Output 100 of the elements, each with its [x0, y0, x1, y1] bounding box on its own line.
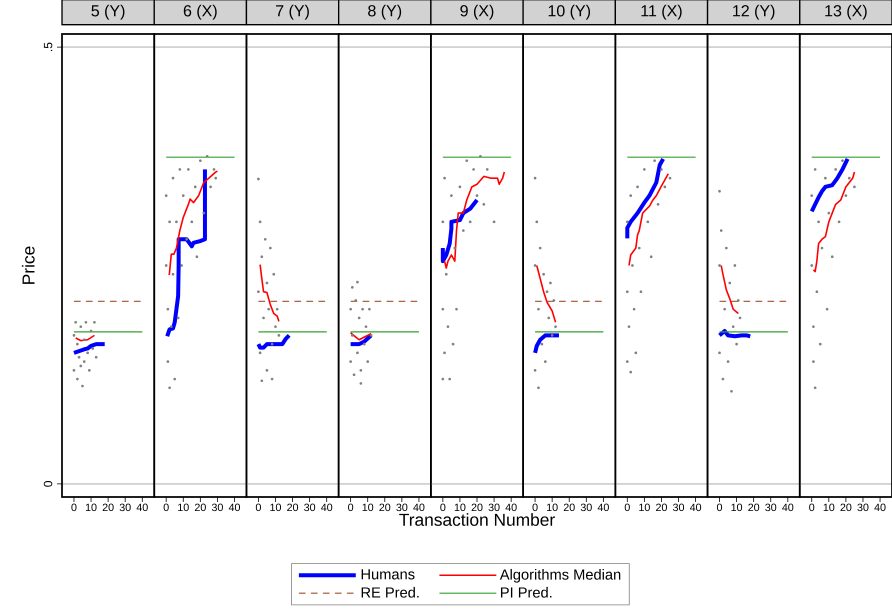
point — [549, 282, 552, 284]
point — [735, 342, 738, 346]
point — [646, 220, 650, 224]
point — [830, 255, 834, 258]
point — [209, 186, 212, 188]
x-tick-label: 0 — [71, 504, 77, 512]
point — [86, 352, 89, 354]
chart-title: 7 (Y) — [276, 4, 309, 20]
x-tick-label: 40 — [874, 504, 886, 512]
point — [212, 168, 216, 171]
point — [166, 360, 170, 363]
point — [274, 325, 277, 328]
point — [270, 342, 274, 346]
chart-title: 6 (X) — [184, 4, 217, 20]
point — [79, 364, 82, 368]
point — [492, 220, 496, 224]
point — [84, 320, 88, 324]
point — [479, 154, 482, 158]
point — [725, 246, 728, 250]
x-tick-label: 0 — [348, 504, 354, 512]
x-tick-label: 20 — [102, 504, 114, 512]
x-tick-label: 10 — [454, 504, 466, 512]
point — [206, 154, 209, 158]
point — [631, 264, 634, 267]
point — [650, 255, 653, 258]
x-tick-label: 20 — [840, 504, 852, 512]
point — [262, 316, 265, 320]
point — [278, 334, 280, 337]
chart-title: 12 (Y) — [733, 4, 774, 20]
point — [664, 186, 666, 188]
point — [448, 378, 452, 380]
point — [726, 360, 730, 363]
point — [182, 194, 185, 197]
point — [537, 386, 540, 390]
point — [194, 186, 197, 188]
point — [354, 299, 358, 302]
legend-label: Algorithms Median — [500, 568, 620, 583]
point — [626, 220, 629, 224]
point — [535, 220, 538, 224]
x-tick-label: 0 — [624, 504, 630, 512]
point — [626, 360, 629, 363]
point — [442, 308, 444, 311]
chart-title: 8 (Y) — [368, 4, 402, 20]
point — [814, 168, 816, 171]
legend-label: RE Pred. — [362, 586, 419, 598]
point — [82, 338, 86, 342]
point — [180, 264, 183, 267]
x-tick-label: 40 — [782, 504, 794, 512]
x-tick-label: 10 — [270, 504, 281, 512]
point — [468, 220, 472, 224]
point — [370, 334, 372, 337]
x-tick-label: 10 — [824, 504, 834, 512]
point — [266, 368, 268, 372]
point — [554, 325, 557, 328]
point — [550, 334, 554, 337]
point — [544, 360, 547, 363]
point — [848, 176, 851, 180]
point — [214, 176, 218, 180]
point — [187, 168, 190, 171]
x-tick-label: 30 — [304, 504, 316, 512]
point — [352, 373, 356, 376]
point — [732, 325, 735, 328]
point — [202, 212, 206, 214]
point — [820, 246, 824, 250]
point — [534, 176, 536, 180]
point — [443, 176, 446, 180]
point — [718, 352, 721, 354]
x-tick-label: 30 — [488, 504, 500, 512]
point — [196, 255, 198, 258]
point — [168, 386, 171, 390]
x-tick-label: 30 — [580, 504, 592, 512]
point — [76, 342, 79, 346]
x-tick-label: 40 — [136, 504, 148, 512]
point — [79, 325, 82, 328]
x-tick-label: 20 — [656, 504, 667, 512]
point — [720, 229, 723, 232]
point — [465, 159, 468, 162]
point — [93, 320, 96, 324]
point — [269, 246, 272, 250]
point — [258, 220, 262, 224]
legend-label: PI Pred. — [501, 586, 552, 598]
point — [443, 352, 446, 354]
point — [82, 360, 86, 363]
point — [362, 342, 366, 346]
line-series — [72, 342, 107, 355]
point — [368, 308, 371, 311]
x-tick-label: 0 — [164, 504, 169, 512]
point — [546, 290, 548, 294]
point — [718, 264, 721, 267]
point — [458, 186, 462, 188]
point — [547, 316, 550, 320]
point — [176, 316, 180, 320]
x-tick-label: 0 — [809, 504, 814, 512]
point — [534, 368, 536, 372]
point — [356, 280, 359, 284]
point — [257, 178, 260, 180]
point — [534, 264, 536, 267]
point — [72, 368, 76, 372]
point — [94, 356, 98, 359]
point — [175, 220, 178, 224]
